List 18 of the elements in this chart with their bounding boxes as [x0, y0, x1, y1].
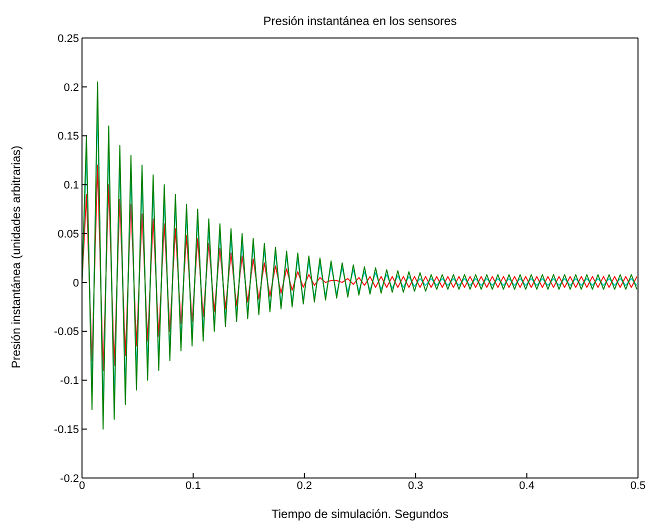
y-tick-label: -0.05 [54, 326, 79, 338]
x-tick-label: 0.1 [186, 480, 201, 492]
chart-title: Presión instantánea en los sensores [262, 14, 458, 28]
y-tick-label: 0.2 [64, 82, 79, 94]
y-tick-label: 0.15 [58, 130, 79, 143]
x-tick-label: 0.5 [630, 480, 646, 492]
y-tick-label: -0.2 [60, 472, 79, 485]
y-tick-label: -0.1 [60, 375, 79, 388]
y-tick-label: 0.1 [64, 180, 79, 192]
x-tick-label: 0.3 [408, 480, 424, 492]
y-tick-label: 0 [72, 277, 79, 290]
y-axis-title: Presión instantánea (unidades arbitrarias) [9, 144, 23, 370]
x-tick-label: 0.2 [296, 480, 312, 492]
x-axis-title: Tiempo de simulación. Segundos [270, 507, 450, 521]
y-tick-label: -0.15 [54, 424, 79, 436]
y-tick-label: 0.05 [58, 228, 79, 240]
x-tick-label: 0.4 [519, 480, 534, 492]
y-tick-label: 0.25 [58, 32, 79, 45]
